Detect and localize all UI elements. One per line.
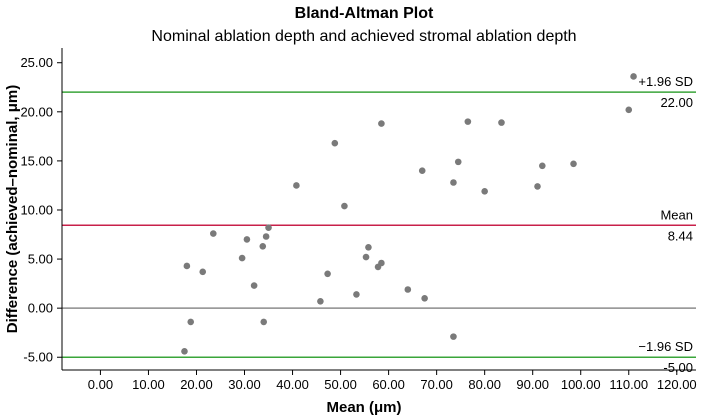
data-point <box>259 243 267 250</box>
data-point <box>630 73 637 80</box>
x-tick-label: 40.00 <box>276 377 309 392</box>
y-axis-title: Difference (achieved–nominal, μm) <box>4 85 21 333</box>
data-point <box>450 179 457 186</box>
data-point <box>183 262 191 270</box>
x-tick-label: 10.00 <box>132 377 165 392</box>
data-point <box>625 106 633 114</box>
data-point <box>331 139 339 147</box>
data-point <box>362 253 370 261</box>
mean-value-label: 8.44 <box>668 228 693 243</box>
data-point <box>250 282 258 289</box>
chart-subtitle: Nominal ablation depth and achieved stro… <box>151 28 576 45</box>
data-point <box>262 233 270 240</box>
data-point <box>317 297 324 305</box>
upper-loa-label: +1.96 SD <box>638 74 693 89</box>
lower-loa-label: −1.96 SD <box>638 339 693 354</box>
data-point <box>534 183 541 190</box>
data-point <box>181 348 188 355</box>
x-tick-label: 80.00 <box>468 377 501 392</box>
data-point <box>454 158 462 166</box>
data-point <box>450 333 457 340</box>
data-point <box>260 318 268 326</box>
x-tick-label: 50.00 <box>324 377 357 392</box>
mean-label: Mean <box>660 207 693 222</box>
data-point <box>187 318 195 326</box>
reference-lines <box>62 91 696 358</box>
x-tick-label: 0.00 <box>88 377 113 392</box>
x-tick-label: 70.00 <box>420 377 453 392</box>
x-tick-label: 30.00 <box>228 377 261 392</box>
x-tick-label: 90.00 <box>516 377 549 392</box>
x-tick-label: 60.00 <box>372 377 405 392</box>
data-point <box>265 224 272 231</box>
data-point <box>464 118 472 125</box>
y-tick-label: 15.00 <box>20 153 53 168</box>
data-point <box>293 182 300 189</box>
data-point <box>353 291 360 298</box>
data-point <box>238 254 246 262</box>
lower-loa-value-label: -5.00 <box>663 360 693 375</box>
reference-line-labels: +1.96 SD 22.00 Mean 8.44 −1.96 SD -5.00 <box>638 74 693 375</box>
data-points <box>181 73 637 355</box>
y-tick-label: 10.00 <box>20 202 53 217</box>
data-point <box>418 167 426 175</box>
x-tick-label: 110.00 <box>609 377 648 392</box>
x-axis-title: Mean (μm) <box>326 399 401 416</box>
y-tick-label: 5.00 <box>28 252 53 267</box>
data-point <box>209 230 217 237</box>
data-point <box>199 268 207 276</box>
x-tick-label: 20.00 <box>180 377 213 392</box>
y-tick-label: 0.00 <box>28 301 53 316</box>
x-tick-label: 120.00 <box>657 377 697 392</box>
data-point <box>324 270 331 278</box>
y-tick-label: 20.00 <box>20 104 53 119</box>
y-tick-label: 25.00 <box>20 55 53 70</box>
data-point <box>539 162 546 170</box>
data-point <box>481 188 488 195</box>
data-point <box>421 295 428 302</box>
data-point <box>378 259 385 267</box>
data-point <box>243 236 251 243</box>
data-point <box>365 243 372 251</box>
data-point <box>404 286 412 293</box>
upper-loa-value-label: 22.00 <box>660 95 693 110</box>
x-axis-ticks: 0.00 10.00 20.00 30.00 40.00 50.00 60.00 70.00 8… <box>88 370 697 392</box>
chart-title: Bland-Altman Plot <box>295 5 434 22</box>
y-axis-ticks: -5.00 0.00 5.00 10.00 15.00 20.00 25.00 <box>20 55 62 365</box>
x-tick-label: 100.00 <box>561 377 601 392</box>
data-point <box>341 202 348 210</box>
data-point <box>498 119 505 126</box>
data-point <box>378 120 385 127</box>
y-tick-label: -5.00 <box>23 350 53 365</box>
data-point <box>570 160 577 168</box>
